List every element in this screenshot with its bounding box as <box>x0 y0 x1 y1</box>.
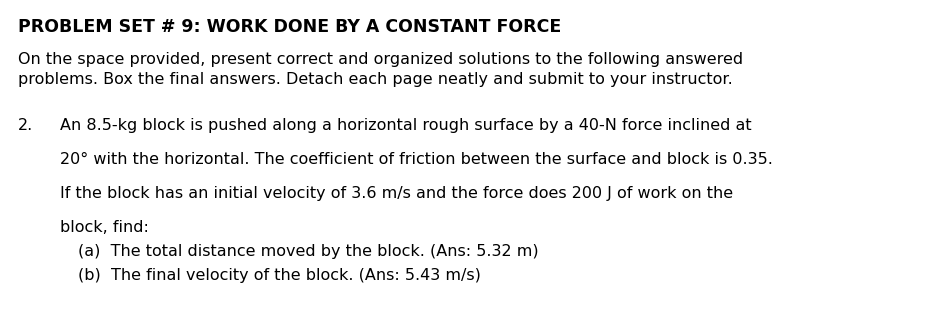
Text: If the block has an initial velocity of 3.6 m/s and the force does 200 J of work: If the block has an initial velocity of … <box>60 186 732 201</box>
Text: block, find:: block, find: <box>60 220 148 235</box>
Text: (b)  The final velocity of the block. (Ans: 5.43 m/s): (b) The final velocity of the block. (An… <box>78 268 480 283</box>
Text: (a)  The total distance moved by the block. (Ans: 5.32 m): (a) The total distance moved by the bloc… <box>78 244 538 259</box>
Text: PROBLEM SET # 9: WORK DONE BY A CONSTANT FORCE: PROBLEM SET # 9: WORK DONE BY A CONSTANT… <box>18 18 561 36</box>
Text: On the space provided, present correct and organized solutions to the following : On the space provided, present correct a… <box>18 52 743 67</box>
Text: 20° with the horizontal. The coefficient of friction between the surface and blo: 20° with the horizontal. The coefficient… <box>60 152 772 167</box>
Text: problems. Box the final answers. Detach each page neatly and submit to your inst: problems. Box the final answers. Detach … <box>18 72 732 87</box>
Text: An 8.5-kg block is pushed along a horizontal rough surface by a 40-N force incli: An 8.5-kg block is pushed along a horizo… <box>60 118 751 133</box>
Text: 2.: 2. <box>18 118 33 133</box>
